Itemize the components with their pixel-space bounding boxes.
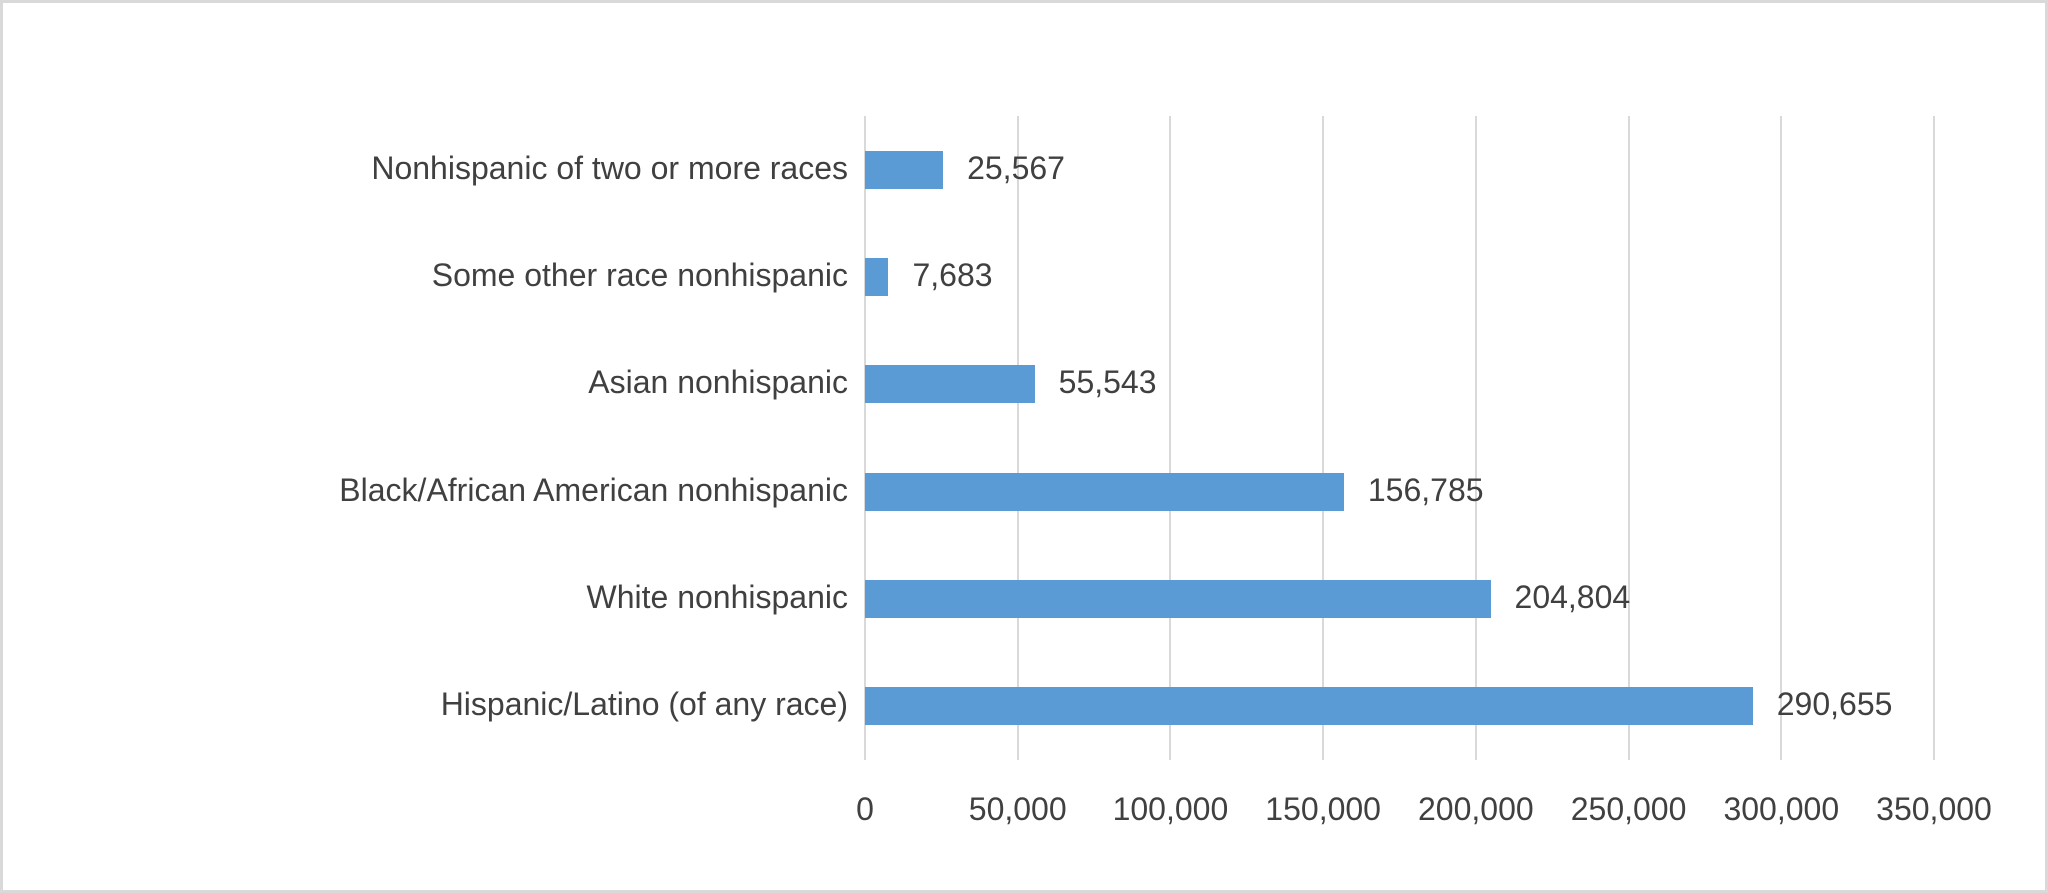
category-label: Asian nonhispanic bbox=[588, 364, 848, 401]
x-axis-tick-label: 50,000 bbox=[968, 791, 1067, 827]
bar bbox=[865, 150, 944, 189]
category-label: Hispanic/Latino (of any race) bbox=[440, 686, 848, 723]
x-axis-tick-label: 300,000 bbox=[1723, 791, 1840, 827]
value-label: 55,543 bbox=[1058, 364, 1157, 401]
value-label: 290,655 bbox=[1776, 686, 1893, 723]
bar bbox=[865, 365, 1035, 404]
gridline bbox=[1780, 116, 1783, 760]
gridline bbox=[1933, 116, 1935, 760]
bar bbox=[865, 258, 889, 296]
gridline bbox=[864, 116, 866, 760]
bar bbox=[865, 472, 1344, 511]
category-label: Some other race nonhispanic bbox=[431, 257, 848, 293]
value-label: 156,785 bbox=[1367, 471, 1484, 508]
x-axis-tick-label: 0 bbox=[856, 791, 874, 827]
gridline bbox=[1627, 116, 1630, 760]
x-axis-tick-label: 100,000 bbox=[1112, 791, 1229, 827]
category-label: Nonhispanic of two or more races bbox=[371, 149, 848, 186]
category-label: White nonhispanic bbox=[586, 579, 848, 615]
gridline bbox=[1016, 116, 1019, 760]
x-axis-tick-label: 250,000 bbox=[1570, 791, 1687, 827]
gridline bbox=[1169, 116, 1172, 760]
x-axis-tick-label: 350,000 bbox=[1876, 791, 1992, 827]
value-label: 204,804 bbox=[1514, 579, 1631, 615]
gridline bbox=[1474, 116, 1477, 760]
category-label: Black/African American nonhispanic bbox=[339, 471, 848, 508]
value-label: 7,683 bbox=[912, 257, 993, 293]
value-label: 25,567 bbox=[967, 149, 1065, 186]
x-axis-tick-label: 200,000 bbox=[1418, 791, 1534, 827]
gridline bbox=[1322, 116, 1325, 760]
bar bbox=[865, 687, 1753, 726]
plot-area: Nonhispanic of two or more races Some oth… bbox=[3, 3, 2045, 890]
x-axis-tick-label: 150,000 bbox=[1265, 791, 1381, 827]
bar bbox=[865, 580, 1491, 618]
